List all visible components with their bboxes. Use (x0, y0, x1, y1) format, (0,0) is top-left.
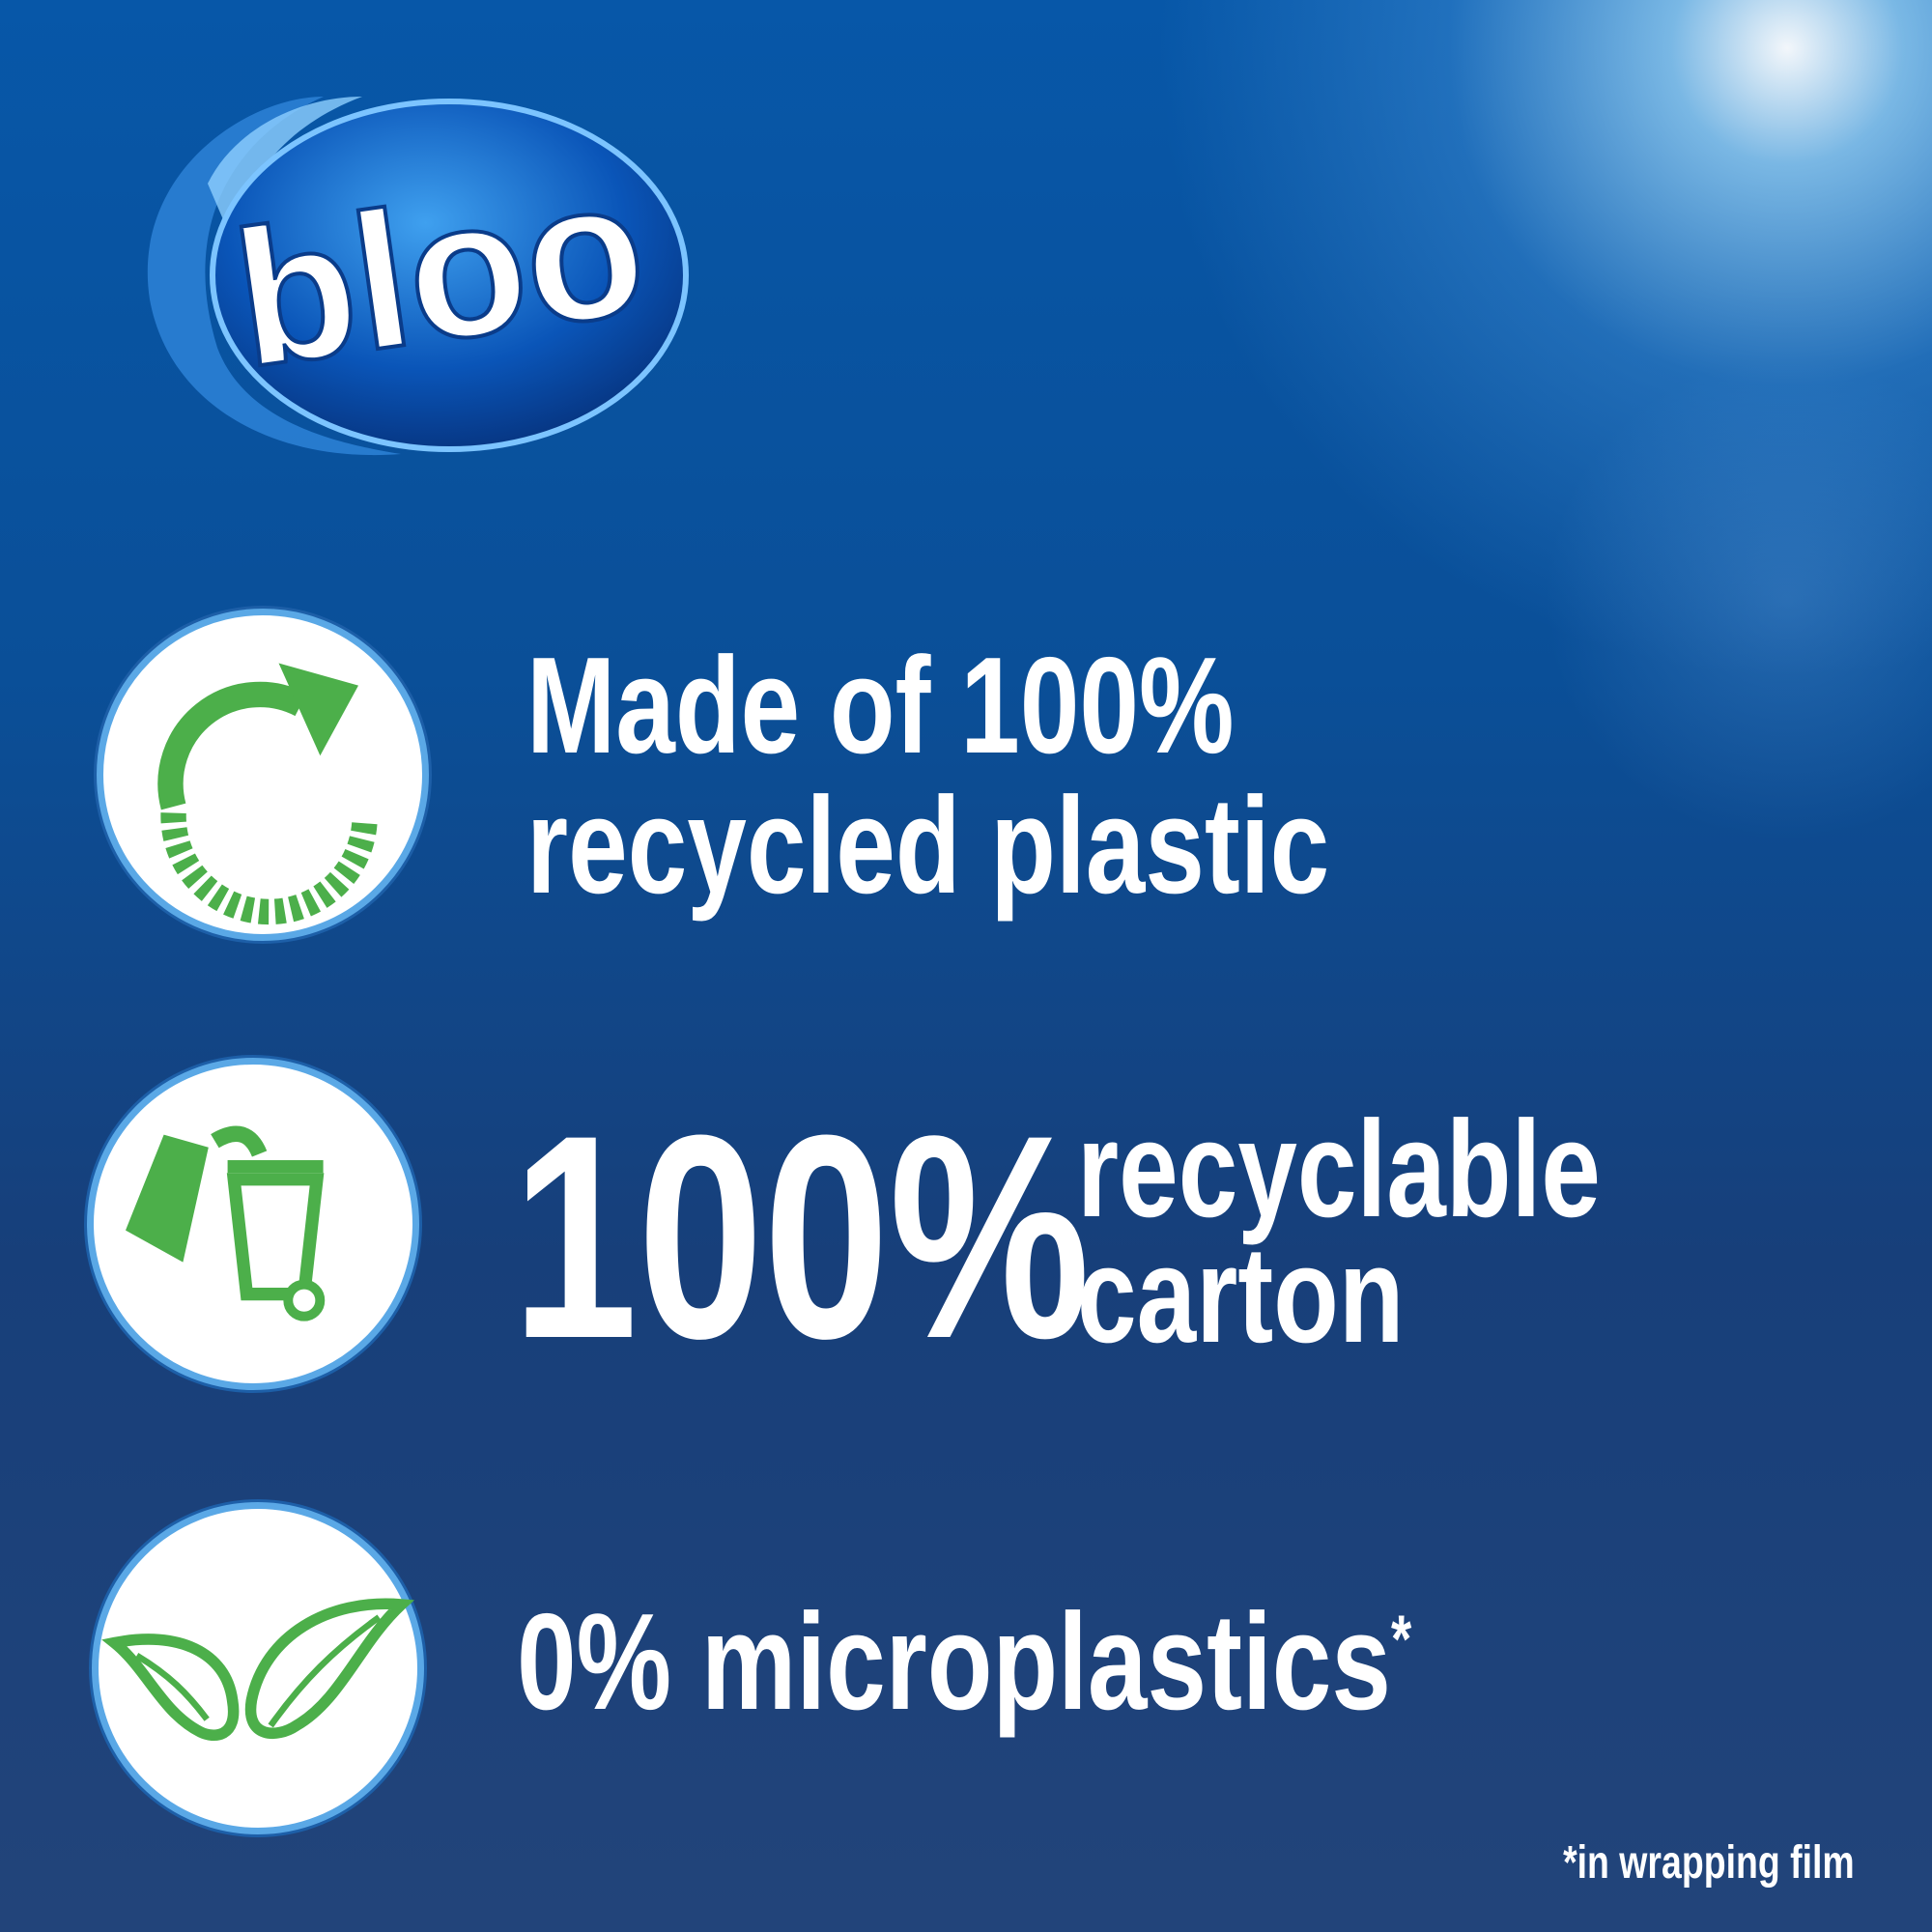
bloo-logo: bloo (92, 58, 691, 473)
feature-1-line2: recycled plastic (526, 769, 1330, 923)
feature-1-line1: Made of 100% (526, 629, 1235, 782)
feature-3-line1: 0% microplastics* (517, 1594, 1411, 1731)
feature-2-line1: recyclable (1077, 1093, 1601, 1246)
recycle-bin-icon (87, 1058, 419, 1390)
feature-2-big: 100% (512, 1074, 1091, 1399)
leaves-icon (92, 1502, 424, 1834)
feature-2-line2: carton (1077, 1218, 1405, 1372)
feature-3-text: 0% microplastics (517, 1585, 1391, 1739)
asterisk: * (1390, 1601, 1412, 1677)
footnote: *in wrapping film (1563, 1837, 1855, 1889)
recycle-icon (97, 609, 429, 941)
